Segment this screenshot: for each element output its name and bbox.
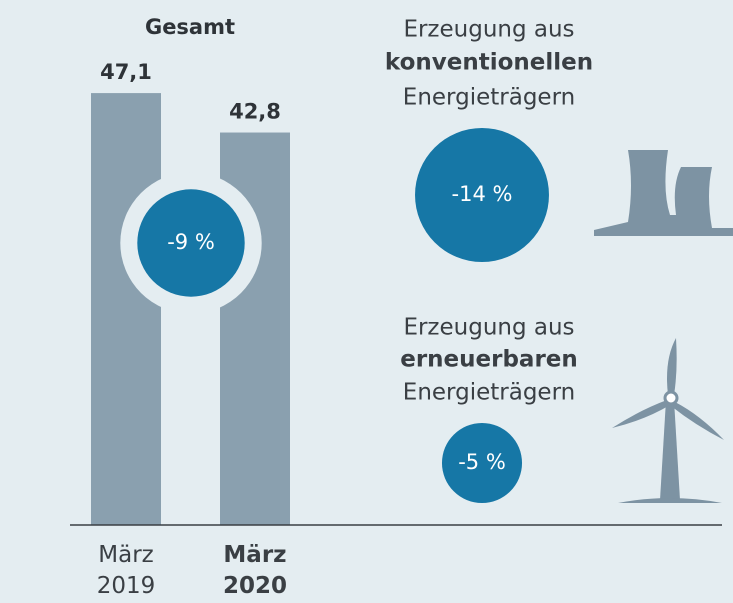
change-circle [441, 422, 523, 504]
segment-label: erneuerbaren [400, 347, 578, 373]
factory-icon [594, 150, 733, 236]
x-tick-label: März 2020 [223, 542, 287, 599]
value-label: 47,1 [100, 60, 152, 84]
segment-label: Erzeugung aus [403, 17, 574, 43]
change-label: -9 % [167, 230, 215, 254]
change-circle [137, 189, 245, 297]
bar [91, 93, 161, 525]
value-label: 42,8 [229, 100, 281, 124]
change-label: -5 % [458, 450, 506, 474]
segment-label: Erzeugung aus [403, 315, 574, 341]
x-tick-label: März 2019 [97, 542, 156, 599]
segment-label: konventionellen [385, 50, 593, 76]
chart-title: Gesamt [145, 15, 235, 39]
wind-turbine-icon [612, 338, 724, 503]
change-label: -14 % [452, 182, 513, 206]
segment-label: Energieträgern [403, 380, 575, 406]
segment-label: Energieträgern [403, 85, 575, 111]
change-circle [415, 128, 549, 262]
